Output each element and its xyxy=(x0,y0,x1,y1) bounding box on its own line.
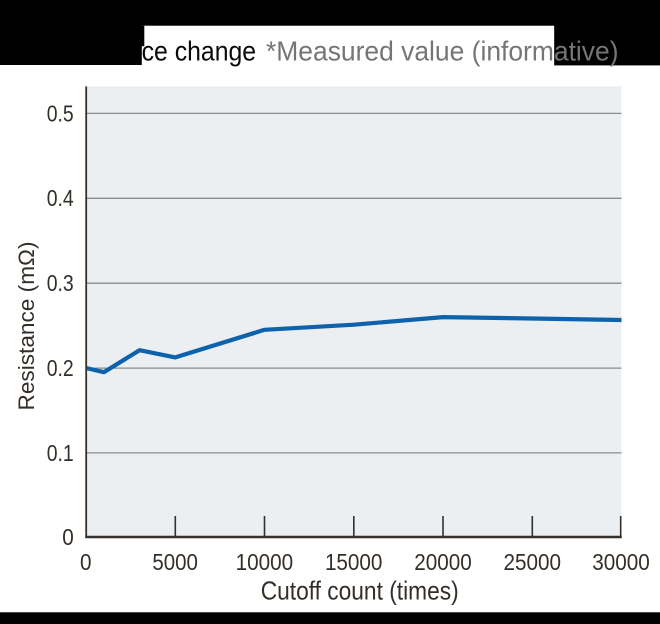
svg-text:Cutoff count (times): Cutoff count (times) xyxy=(261,576,459,606)
svg-text:30000: 30000 xyxy=(592,549,650,575)
svg-text:0.1: 0.1 xyxy=(47,440,74,466)
svg-text:0.2: 0.2 xyxy=(47,355,74,381)
svg-text:15000: 15000 xyxy=(325,549,383,575)
svg-text:*Measured value (informative): *Measured value (informative) xyxy=(266,35,619,66)
svg-text:0.4: 0.4 xyxy=(47,185,74,211)
svg-text:25000: 25000 xyxy=(504,549,562,575)
svg-text:0: 0 xyxy=(62,524,74,550)
svg-text:10000: 10000 xyxy=(236,549,294,575)
svg-text:0.5: 0.5 xyxy=(47,100,74,126)
svg-text:5000: 5000 xyxy=(152,549,198,575)
svg-text:0.3: 0.3 xyxy=(47,270,74,296)
svg-text:0: 0 xyxy=(80,549,92,575)
svg-text:Resistance (mΩ): Resistance (mΩ) xyxy=(14,242,39,411)
svg-text:20000: 20000 xyxy=(414,549,472,575)
svg-text:ce change: ce change xyxy=(142,35,257,66)
